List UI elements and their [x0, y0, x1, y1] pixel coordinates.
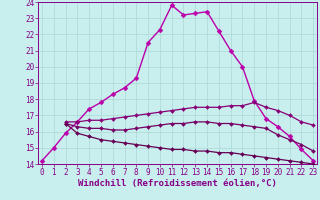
- X-axis label: Windchill (Refroidissement éolien,°C): Windchill (Refroidissement éolien,°C): [78, 179, 277, 188]
